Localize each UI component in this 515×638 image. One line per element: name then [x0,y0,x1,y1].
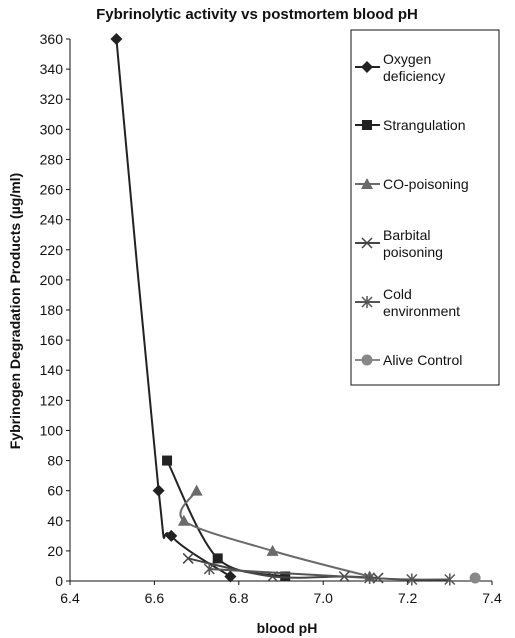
y-tick-label: 20 [47,543,63,559]
y-tick-label: 260 [40,182,64,198]
legend-entry: Strangulation [355,117,466,133]
data-point [224,570,237,583]
data-point [469,572,481,584]
data-point [177,514,190,526]
axes: 0 20 40 60 80 100 120 140 160 180 200 220 240 260 280 3… [40,31,502,606]
legend-marker [362,120,372,130]
x-tick-label: 6.8 [229,590,249,606]
data-point [190,484,203,496]
legend-label: Barbital [383,227,430,243]
y-tick-label: 320 [40,91,64,107]
y-tick-label: 140 [40,362,64,378]
data-point [182,552,194,564]
legend-marker [361,354,373,366]
data-point [203,562,215,575]
y-axis-label: Fybrinogen Degradation Products (µg/ml) [7,173,23,449]
series-cold-environment [203,562,456,586]
x-tick-label: 6.4 [60,590,80,606]
legend-label: Alive Control [383,352,462,368]
data-point [152,484,165,497]
x-tick-label: 7.4 [482,590,502,606]
y-tick-label: 40 [47,513,63,529]
legend-label: environment [383,303,460,319]
legend-box [350,29,500,386]
data-point [110,33,123,45]
series-line [115,38,231,578]
chart-title: Fybrinolytic activity vs postmortem bloo… [96,6,418,23]
data-point [444,573,456,586]
legend-marker [361,61,373,73]
y-tick-label: 340 [40,61,64,77]
y-tick-label: 80 [47,453,63,469]
legend-marker [361,178,373,189]
data-point [406,573,418,586]
legend-label: Strangulation [383,117,466,133]
y-tick-label: 220 [40,242,64,258]
data-point [266,544,279,556]
series-line [179,490,370,578]
y-tick-label: 300 [40,121,64,137]
legend-entry: Alive Control [355,352,462,368]
data-point [165,529,178,542]
series-layer [110,33,481,586]
y-tick-label: 60 [47,483,63,499]
y-tick-label: 120 [40,392,64,408]
y-tick-label: 180 [40,302,64,318]
y-tick-label: 240 [40,212,64,228]
x-tick-label: 7.2 [398,590,418,606]
series-line [209,567,450,581]
x-axis-label: blood pH [257,620,318,636]
legend-marker [361,296,373,308]
x-tick-label: 6.6 [145,590,165,606]
legend-label: Cold [383,286,412,302]
y-tick-label: 0 [55,573,63,589]
legend-marker [361,237,373,249]
legend-label: poisoning [383,244,443,260]
y-tick-label: 200 [40,272,64,288]
series-alive-control [469,572,481,584]
legend-label: Oxygen [383,51,431,67]
y-tick-label: 280 [40,151,64,167]
y-tick-label: 160 [40,332,64,348]
legend-entry: CO-poisoning [355,176,469,192]
data-point [212,553,223,564]
y-tick-label: 360 [40,31,64,47]
legend-label: CO-poisoning [383,176,469,192]
data-point [364,571,376,584]
data-point [162,455,173,466]
x-tick-label: 7.0 [313,590,333,606]
y-tick-label: 100 [40,422,64,438]
legend-label: deficiency [383,68,445,84]
series-oxygen-deficiency [110,33,237,583]
